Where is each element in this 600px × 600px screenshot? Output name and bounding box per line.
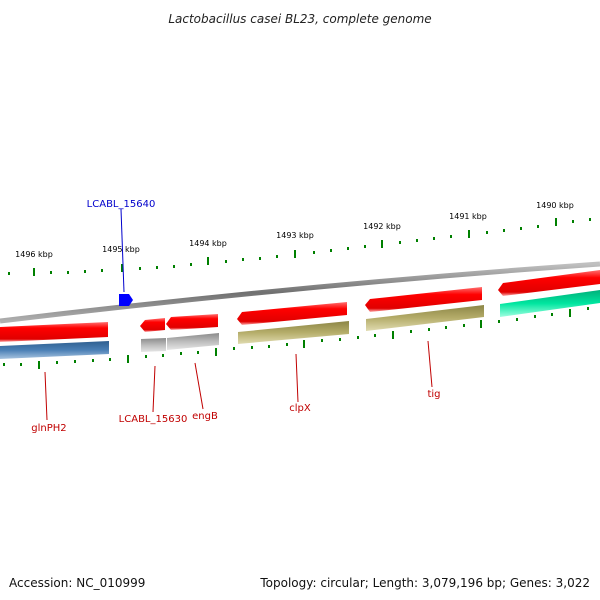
- clpX-label[interactable]: clpX: [289, 403, 311, 414]
- major-tick: [381, 240, 383, 248]
- scale-label: 1494 kbp: [189, 239, 227, 248]
- scale-label: 1492 kbp: [363, 222, 401, 231]
- LCABL_15630-label[interactable]: LCABL_15630: [119, 414, 188, 425]
- gene-track: [0, 290, 600, 359]
- cds-feature[interactable]: [140, 318, 165, 332]
- major-tick: [294, 250, 296, 258]
- engB-feature[interactable]: [167, 333, 219, 350]
- scale-labels: 1496 kbp 1495 kbp 1494 kbp 1493 kbp 1492…: [15, 201, 574, 259]
- scale-label: 1495 kbp: [102, 245, 140, 254]
- major-tick: [468, 230, 470, 238]
- LCABL_15640-feature[interactable]: [119, 294, 133, 306]
- cds-feature[interactable]: [237, 302, 347, 325]
- scale-label: 1496 kbp: [15, 250, 53, 259]
- cds-feature[interactable]: [0, 322, 108, 342]
- glnPH2-label[interactable]: glnPH2: [31, 423, 66, 434]
- major-tick: [555, 218, 557, 226]
- clpX-feature[interactable]: [238, 321, 349, 344]
- cds-feature[interactable]: [166, 314, 218, 330]
- LCABL_15630-feature[interactable]: [141, 338, 166, 352]
- scale-ticks: [8, 218, 591, 276]
- cds-feature[interactable]: [365, 287, 482, 312]
- cds-track: [0, 270, 600, 342]
- tig-label[interactable]: tig: [427, 389, 440, 400]
- scale-label: 1490 kbp: [536, 201, 574, 210]
- genome-summary-text: Topology: circular; Length: 3,079,196 bp…: [260, 576, 590, 590]
- glnPH2-feature[interactable]: [0, 341, 109, 359]
- lower-ticks: [3, 307, 589, 369]
- leader-lines: [44, 340, 433, 421]
- major-tick: [121, 264, 123, 272]
- scale-label: 1493 kbp: [276, 231, 314, 240]
- major-tick: [33, 268, 35, 276]
- cds-feature[interactable]: [498, 270, 600, 296]
- LCABL_15640-label[interactable]: LCABL_15640: [87, 199, 156, 210]
- engB-label[interactable]: engB: [192, 411, 218, 422]
- major-tick: [207, 257, 209, 265]
- tig-feature[interactable]: [366, 305, 484, 331]
- gene-feature[interactable]: [500, 290, 600, 317]
- scale-label: 1491 kbp: [449, 212, 487, 221]
- map-title: Lactobacillus casei BL23, complete genom…: [168, 12, 431, 26]
- accession-text: Accession: NC_010999: [9, 576, 146, 590]
- genome-backbone: [0, 261, 600, 324]
- LCABL_15640-leader: [120, 208, 125, 293]
